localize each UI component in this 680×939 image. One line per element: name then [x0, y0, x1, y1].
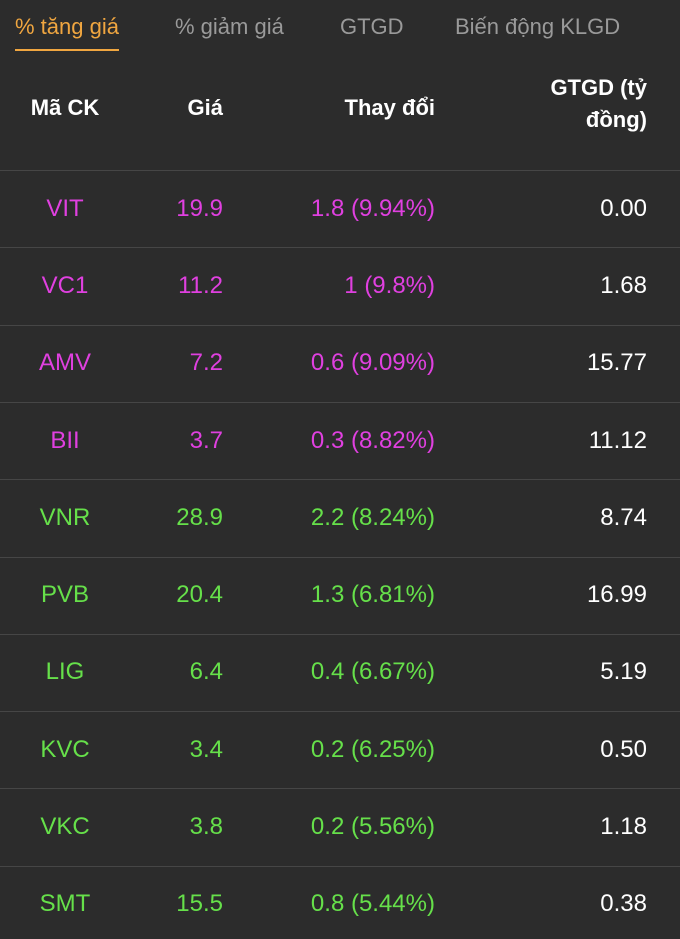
tab[interactable]: % tăng giá	[15, 14, 119, 39]
table-cell: 11.12	[588, 426, 647, 454]
row-separator	[0, 788, 680, 790]
tab[interactable]: GTGD	[340, 14, 404, 39]
table-cell: 15.5	[176, 890, 223, 918]
table-cell: VKC	[40, 813, 90, 841]
column-header: Giá	[187, 95, 223, 120]
tab[interactable]: Biến động KLGD	[455, 14, 621, 39]
table-cell: 1.3 (6.81%)	[310, 581, 435, 609]
table-cell: VNR	[39, 503, 91, 531]
row-separator	[0, 865, 680, 867]
row-separator	[0, 556, 680, 558]
table-cell: KVC	[40, 735, 90, 763]
column-header: Thay đổi	[344, 95, 435, 120]
table-cell: 0.3 (8.82%)	[310, 426, 435, 454]
table-cell: 7.2	[189, 349, 223, 377]
table-cell: 0.00	[600, 194, 647, 222]
table-cell: 2.2 (8.24%)	[310, 503, 435, 531]
table-cell: 3.4	[189, 735, 223, 763]
table-cell: 1.8 (9.94%)	[310, 194, 435, 222]
table-cell: SMT	[39, 890, 91, 918]
table-cell: PVB	[40, 581, 90, 609]
table-cell: LIG	[45, 658, 85, 686]
table-cell: 0.8 (5.44%)	[310, 890, 435, 918]
table-cell: BII	[50, 426, 80, 454]
table-cell: 8.74	[600, 503, 647, 531]
tab-underline	[15, 49, 119, 51]
table-cell: 20.4	[176, 581, 223, 609]
table-cell: 16.99	[586, 581, 647, 609]
table-cell: 0.4 (6.67%)	[310, 658, 435, 686]
table-cell: 0.2 (5.56%)	[310, 813, 435, 841]
table-cell: 0.2 (6.25%)	[310, 735, 435, 763]
row-separator	[0, 633, 680, 635]
column-header: GTGD (tỷ đồng)	[550, 75, 647, 132]
table-cell: 0.6 (9.09%)	[310, 349, 435, 377]
table-cell: 15.77	[586, 349, 647, 377]
table-cell: AMV	[38, 349, 91, 377]
row-separator	[0, 324, 680, 326]
table-cell: 6.4	[189, 658, 223, 686]
row-separator	[0, 479, 680, 481]
table-cell: 1.18	[600, 813, 647, 841]
table-cell: 19.9	[176, 194, 223, 222]
table-cell: 28.9	[176, 503, 223, 531]
table-cell: 0.50	[600, 735, 647, 763]
row-separator	[0, 170, 680, 171]
row-separator	[0, 711, 680, 713]
table-cell: 1.68	[600, 271, 647, 299]
table-cell: 3.8	[189, 813, 223, 841]
row-separator	[0, 247, 680, 249]
table-cell: 11.2	[178, 271, 223, 299]
table-cell: 1 (9.8%)	[344, 271, 435, 299]
column-header: Mã CK	[30, 95, 100, 120]
row-separator	[0, 401, 680, 403]
table-cell: 3.7	[189, 426, 223, 454]
table-cell: VC1	[41, 271, 89, 299]
table-cell: VIT	[46, 194, 84, 222]
tab[interactable]: % giảm giá	[175, 14, 284, 39]
table-cell: 0.38	[600, 890, 647, 918]
table-cell: 5.19	[600, 658, 647, 686]
